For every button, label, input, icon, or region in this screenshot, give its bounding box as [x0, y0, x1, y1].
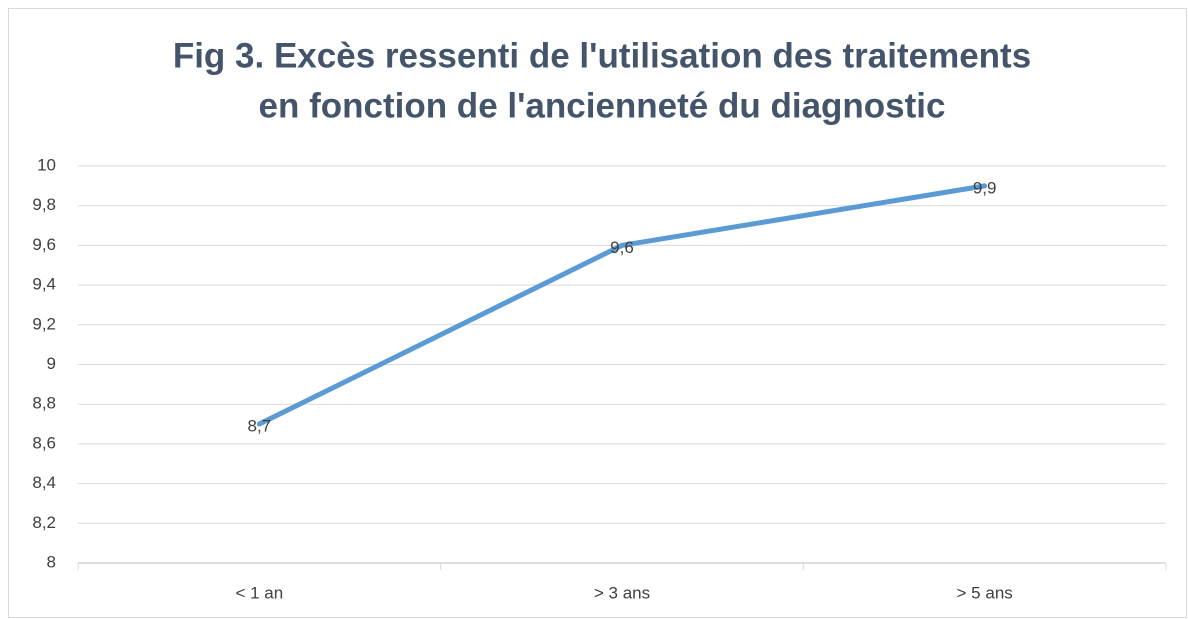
y-tick-label: 8,2 — [32, 513, 56, 532]
y-tick-label: 9,2 — [32, 314, 56, 333]
x-tick-label: < 1 an — [235, 583, 283, 602]
y-tick-label: 9 — [47, 354, 56, 373]
y-tick-label: 8,8 — [32, 394, 56, 413]
chart-title: Fig 3. Excès ressenti de l'utilisation d… — [173, 36, 1031, 75]
x-tick-label: > 5 ans — [957, 583, 1013, 602]
series-line — [256, 183, 988, 427]
y-tick-label: 8,4 — [32, 473, 56, 492]
data-label: 8,7 — [248, 417, 272, 436]
y-tick-label: 9,6 — [32, 235, 56, 254]
data-label: 9,6 — [610, 238, 634, 257]
y-tick-label: 8 — [47, 552, 56, 571]
chart-title: en fonction de l'ancienneté du diagnosti… — [259, 86, 946, 125]
chart-frame — [8, 8, 1187, 618]
y-tick-label: 9,4 — [32, 275, 56, 294]
y-tick-label: 8,6 — [32, 433, 56, 452]
y-tick-label: 10 — [37, 155, 56, 174]
x-tick-label: > 3 ans — [594, 583, 650, 602]
data-label: 9,9 — [973, 178, 997, 197]
y-tick-label: 9,8 — [32, 195, 56, 214]
